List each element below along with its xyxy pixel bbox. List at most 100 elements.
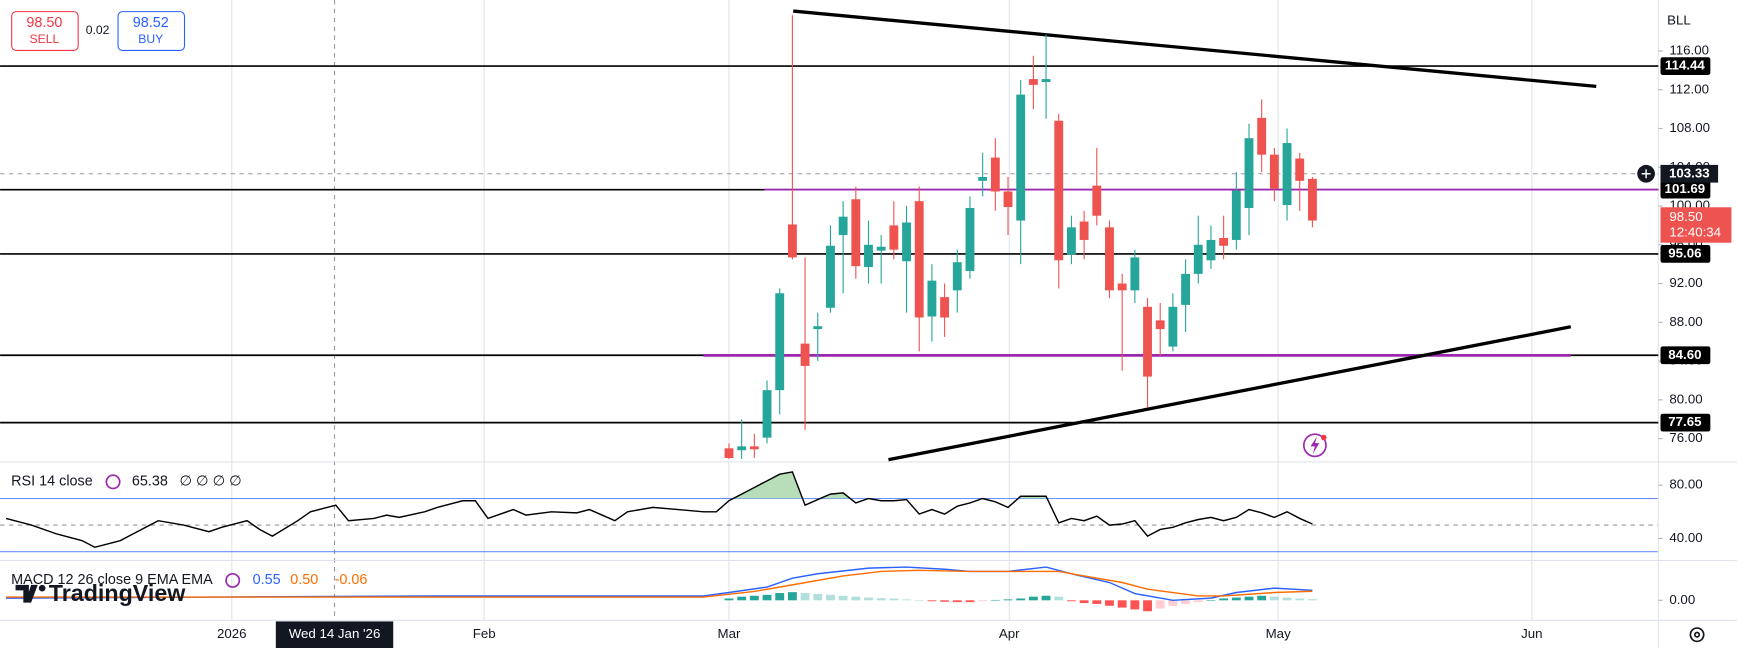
buy-button[interactable]: 98.52 BUY (117, 11, 186, 51)
histogram-bar (1143, 600, 1152, 612)
candle-body (826, 245, 835, 308)
candle-body (927, 280, 937, 317)
histogram-bar (762, 594, 772, 601)
indicator-title: RSI 14 close (11, 474, 93, 490)
histogram-bar (1155, 600, 1165, 609)
buy-price: 98.52 (133, 15, 169, 31)
histogram-bar (838, 595, 848, 601)
histogram-bar (1028, 596, 1038, 601)
histogram-bar (813, 593, 823, 601)
x-tick-label: Feb (473, 626, 496, 641)
alert-icon[interactable] (1302, 433, 1327, 458)
signal-line (6, 569, 1313, 598)
countdown-label: 12:40:34 (1669, 224, 1721, 239)
candle-body (940, 297, 950, 318)
candle-body (749, 446, 759, 450)
candle-body (1117, 283, 1127, 291)
histogram-bar (1295, 598, 1305, 601)
level-label-box (1660, 413, 1711, 432)
histogram-bar (978, 600, 988, 602)
histogram-bar (952, 600, 962, 603)
candle-body (990, 157, 1000, 192)
histogram-bar (902, 599, 911, 601)
y-tick-label: 40.00 (1669, 530, 1702, 545)
histogram-bar (749, 595, 759, 601)
histogram-bar (1117, 600, 1127, 608)
histogram-bar (775, 593, 785, 601)
indicator-icon (225, 572, 241, 588)
x-tick-label: Jun (1521, 626, 1542, 641)
y-tick-label: 0.00 (1669, 592, 1695, 607)
histogram-bar (1231, 597, 1241, 601)
level-label-box (1660, 346, 1711, 365)
levels-layer (0, 65, 1659, 424)
buy-label: BUY (138, 32, 163, 46)
crosshair-price-box (1660, 164, 1719, 183)
candle-body (1282, 143, 1292, 206)
candle-body (800, 343, 810, 366)
symbol: BLL (1667, 13, 1691, 28)
histogram-bar (1016, 598, 1026, 601)
histogram-bar (737, 596, 747, 601)
candle-body (1168, 306, 1178, 347)
last-price-box (1660, 207, 1732, 243)
series-layer (5, 15, 1317, 612)
candle-body (1041, 79, 1051, 82)
candle-body (965, 207, 975, 271)
candle-body (787, 224, 797, 258)
candle-body (1307, 178, 1317, 221)
settings-button[interactable] (1689, 627, 1705, 643)
candle-body (838, 216, 848, 236)
histogram-bar (1105, 600, 1114, 606)
level-label-box (1660, 245, 1711, 263)
histogram-bar (787, 592, 797, 601)
candle-body (1257, 117, 1267, 155)
candle-body (1181, 273, 1191, 305)
last-price-label: 98.50 (1669, 209, 1702, 224)
candle-body (978, 176, 988, 181)
sell-button[interactable]: 98.50 SELL (11, 11, 79, 51)
candle-body (762, 390, 772, 438)
y-tick-label: 80.00 (1669, 477, 1702, 492)
histogram-bar (990, 599, 1000, 601)
candle-body (889, 225, 899, 250)
histogram-bar (1054, 596, 1064, 601)
y-tick-label: 108.00 (1669, 120, 1710, 135)
histogram-bar (1282, 597, 1292, 601)
histogram-bar (851, 596, 861, 601)
histogram-bar (800, 593, 810, 601)
y-tick-label: 76.00 (1669, 430, 1702, 445)
histogram-bar (864, 597, 873, 601)
histogram-bar (1079, 600, 1089, 604)
labels-layer: 2026FebMarAprMayJun76.0080.0084.0088.009… (11, 42, 1732, 648)
histogram-bar (1206, 600, 1216, 601)
grid-layer (0, 0, 1659, 621)
trend-line (888, 325, 1572, 462)
indicator-extra: ∅ ∅ ∅ ∅ (180, 474, 242, 490)
level-label-box (1660, 180, 1711, 199)
histogram-bar (927, 600, 937, 602)
candle-body (1003, 191, 1013, 207)
y-tick-label: 88.00 (1669, 314, 1702, 329)
level-label-box (1660, 57, 1711, 75)
candle-body (914, 201, 924, 318)
candle-body (1028, 79, 1038, 85)
candle-body (1054, 120, 1064, 261)
candle-body (1193, 244, 1203, 274)
level-label: 77.65 (1668, 414, 1702, 429)
macd-line (6, 566, 1313, 602)
y-tick-label: 92.00 (1669, 275, 1702, 290)
histogram-bar (914, 600, 924, 601)
crosshair-time-box (275, 621, 394, 648)
histogram-bar (1269, 596, 1279, 601)
candle-body (1155, 320, 1165, 330)
candle-body (813, 326, 823, 330)
crosshair-price-label: 103.33 (1669, 165, 1710, 180)
candle-body (775, 293, 785, 391)
histogram-bar (889, 598, 899, 601)
candle-body (1079, 221, 1089, 240)
candle-body (1269, 154, 1279, 189)
candle-body (864, 244, 873, 268)
symbol-box[interactable]: BLL (1659, 5, 1737, 36)
